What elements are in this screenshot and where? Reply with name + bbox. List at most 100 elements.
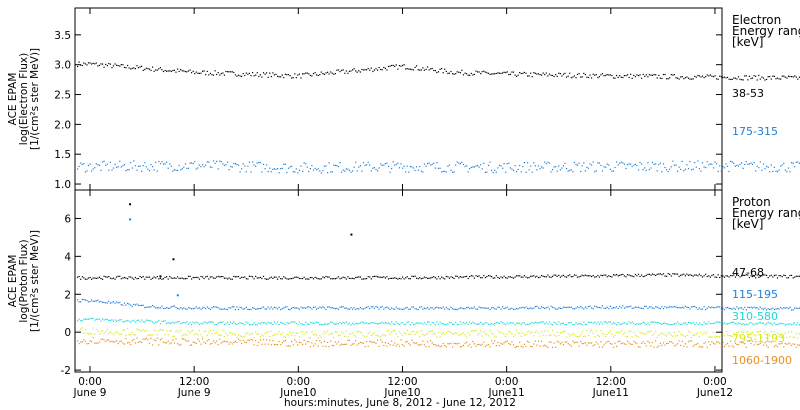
data-point [609,275,611,278]
data-point [700,323,702,325]
data-point [145,166,147,168]
data-point [119,301,121,304]
data-point [341,69,343,71]
data-point [350,171,352,173]
data-point [527,75,529,77]
data-point [430,277,432,279]
data-point [564,276,566,278]
data-point [697,308,699,310]
data-point [111,67,113,69]
data-point [219,276,221,278]
data-point [783,274,785,276]
data-point [637,75,640,77]
data-point [270,330,272,332]
data-point [227,341,229,343]
data-point [166,70,168,72]
data-point [77,330,79,332]
data-point [723,76,725,78]
data-point [383,333,385,336]
data-point [527,277,529,279]
x-tick-label-date: June11 [488,387,525,399]
data-point [131,67,133,69]
data-point [137,165,140,167]
data-point [798,275,800,277]
data-point [206,334,208,337]
data-point [84,299,86,301]
data-point [137,319,140,321]
data-point [375,334,377,336]
series-proton-1060-1900 [77,337,800,349]
data-point [676,321,679,323]
data-point [775,170,777,172]
data-point [219,338,221,340]
data-point [94,300,96,302]
data-point [348,339,350,341]
data-point [639,74,641,76]
data-point [722,165,724,168]
data-point [534,331,536,333]
data-point [730,335,732,337]
data-point [275,276,277,278]
data-point [184,322,186,324]
data-point [519,164,521,167]
data-point [409,324,411,326]
data-point [159,328,161,331]
data-point [786,77,788,79]
data-point [656,273,658,275]
data-point [397,278,399,280]
data-point [641,163,643,165]
data-point [672,160,674,162]
data-point [375,68,377,70]
data-point [797,78,799,80]
data-point [223,277,225,279]
data-point [181,322,183,324]
data-point [667,273,669,275]
data-point [503,275,505,277]
data-point [787,167,790,169]
data-point [87,343,90,345]
data-point [547,161,549,163]
data-point [486,333,488,336]
data-point [387,342,390,344]
data-point [570,169,572,171]
data-point [378,335,380,337]
data-point [136,65,138,67]
data-point [322,324,324,326]
data-point [367,161,369,163]
data-point [697,324,699,326]
data-point [605,307,607,309]
data-point [584,306,586,308]
data-point [559,169,561,171]
data-point [784,324,786,326]
data-point [470,307,472,309]
data-point [322,345,324,347]
data-point [164,342,166,344]
data-point [694,334,696,336]
data-point [350,307,352,309]
data-point [416,322,418,324]
data-point [550,276,552,278]
data-point [567,306,569,308]
data-point [778,78,780,80]
data-point [427,277,429,279]
data-point [491,307,493,309]
data-point [348,277,350,279]
data-point [645,345,647,347]
data-point [773,345,775,347]
data-point [776,332,779,335]
data-point [398,345,400,347]
data-point [717,78,719,80]
data-point [137,67,140,69]
data-point [522,332,524,334]
data-point [92,277,94,279]
data-point [631,321,633,323]
data-point [395,306,397,308]
data-point [203,70,205,72]
data-point [258,341,260,343]
data-point [678,340,680,342]
data-point [402,167,404,169]
data-point [91,341,93,343]
data-point [364,307,366,309]
data-point [628,76,630,79]
data-point [181,70,183,72]
